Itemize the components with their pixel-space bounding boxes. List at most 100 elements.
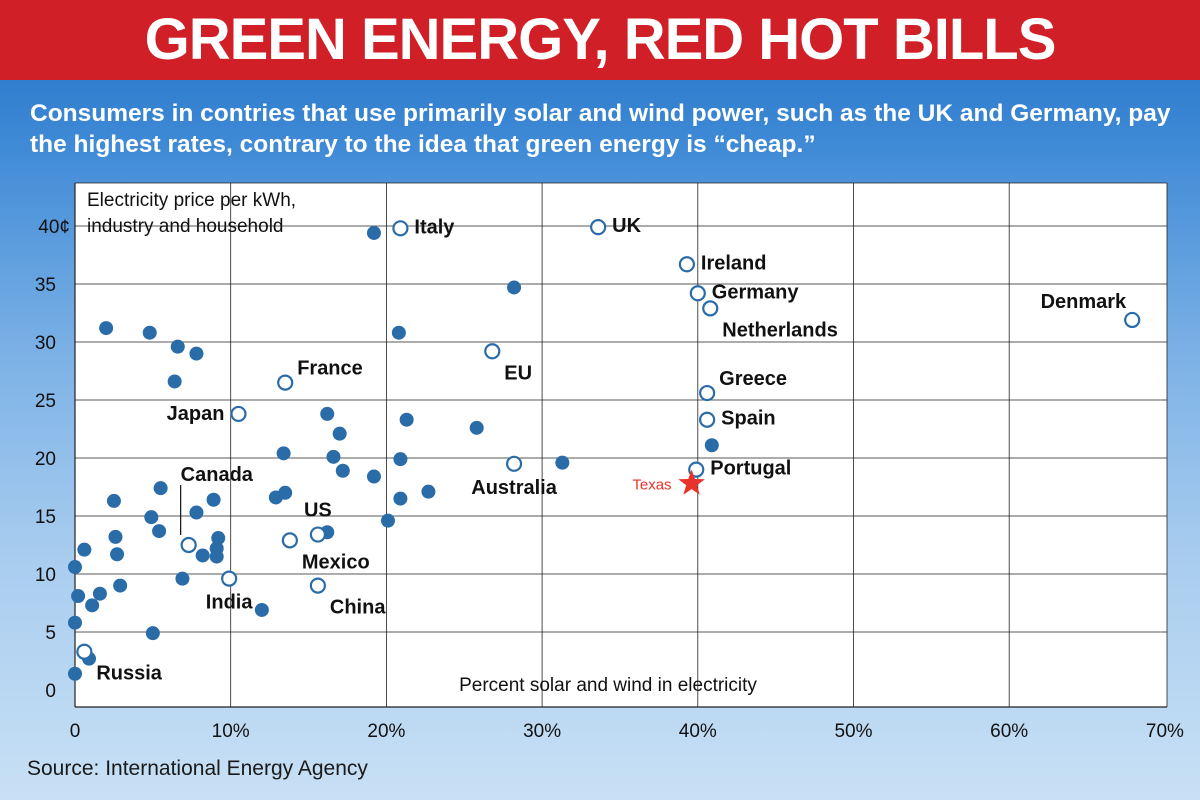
labeled-point-italy (392, 220, 409, 237)
labeled-point-greece (699, 384, 716, 402)
data-point (189, 346, 204, 361)
data-point (326, 449, 341, 464)
point-label-russia: Russia (96, 663, 162, 685)
point-label-france: France (297, 358, 363, 380)
data-point (254, 602, 269, 617)
page-title: GREEN ENERGY, RED HOT BILLS (144, 7, 1057, 72)
point-label-uk: UK (612, 215, 641, 237)
data-point (113, 578, 128, 593)
data-point (399, 412, 414, 427)
data-point (211, 531, 226, 546)
point-label-netherlands: Netherlands (722, 319, 838, 341)
data-point (391, 325, 406, 340)
y-tick-label: 20 (35, 449, 56, 470)
labeled-point-germany (689, 285, 706, 302)
data-point (71, 589, 86, 604)
data-point (106, 493, 121, 508)
labeled-point-france (277, 374, 294, 391)
data-point (189, 505, 204, 520)
point-label-greece: Greece (719, 368, 787, 390)
subtitle: Consumers in contries that use primarily… (30, 100, 1171, 158)
point-label-ireland: Ireland (701, 252, 767, 274)
data-point (68, 615, 82, 630)
point-label-portugal: Portugal (710, 458, 791, 480)
x-tick-label: 60% (990, 721, 1028, 742)
labeled-point-ireland (678, 256, 696, 273)
data-point (144, 510, 159, 525)
data-point (68, 666, 82, 681)
data-point (85, 598, 100, 613)
texas-star-marker (678, 469, 705, 495)
data-point (167, 374, 182, 389)
data-point (393, 452, 408, 467)
labeled-point-spain (699, 411, 716, 428)
point-label-australia: Australia (471, 477, 557, 499)
point-label-india: India (206, 592, 254, 614)
data-point (77, 542, 92, 557)
point-label-spain: Spain (721, 408, 775, 430)
data-point (704, 438, 719, 453)
data-point (268, 490, 283, 505)
y-tick-label: 15 (35, 507, 56, 528)
labeled-point-russia (76, 643, 93, 660)
y-tick-label: 35 (35, 275, 56, 296)
data-point (320, 406, 335, 421)
x-tick-label: 10% (212, 721, 250, 742)
source-note: Source: International Energy Agency (27, 757, 368, 780)
x-tick-label: 20% (367, 721, 405, 742)
point-label-eu: EU (504, 362, 532, 384)
data-point (152, 524, 167, 539)
point-label-japan: Japan (167, 403, 225, 425)
labeled-point-netherlands (702, 300, 719, 317)
y-tick-label: 25 (35, 391, 56, 412)
data-point (145, 626, 160, 641)
x-axis-label: Percent solar and wind in electricity (459, 675, 757, 696)
data-point (555, 455, 570, 470)
y-axis-label: industry and household (87, 216, 283, 237)
labeled-point-us (309, 526, 326, 543)
x-tick-label: 70% (1146, 721, 1184, 742)
y-tick-label: 30 (35, 333, 56, 354)
labeled-point-uk (590, 219, 607, 236)
plot-area: 0 10% 20% 30% 40% 50% 60% 70% 0 5 10 15 20 25 30 35 40¢ E… (35, 182, 1184, 742)
y-tick-label: 10 (35, 565, 56, 586)
data-point (507, 280, 522, 295)
data-point (99, 321, 114, 336)
data-point (195, 548, 210, 563)
labeled-point-japan (230, 405, 247, 423)
point-label-mexico: Mexico (302, 551, 370, 573)
labeled-point-eu (484, 343, 501, 360)
y-tick-label: 0 (45, 681, 56, 702)
x-tick-label: 0 (70, 721, 81, 742)
data-point (68, 560, 82, 575)
data-point (366, 469, 381, 484)
data-point (380, 513, 395, 528)
plot-background (75, 183, 1167, 707)
data-point (153, 481, 168, 496)
x-tick-label: 40% (679, 721, 717, 742)
point-label-canada: Canada (181, 464, 254, 486)
point-label-denmark: Denmark (1041, 291, 1127, 313)
data-point (335, 463, 350, 478)
data-point (276, 446, 291, 461)
data-point (170, 339, 185, 354)
data-point (110, 547, 125, 562)
labeled-point-canada (180, 536, 197, 554)
data-point (206, 492, 221, 507)
data-point (469, 420, 484, 435)
data-point (393, 491, 408, 506)
data-point (92, 586, 107, 601)
texas-label: Texas (632, 477, 671, 494)
labeled-point-india (221, 570, 238, 587)
data-point (332, 426, 347, 441)
data-point (175, 571, 190, 586)
point-label-china: China (330, 597, 386, 619)
point-label-us: US (304, 500, 332, 522)
labeled-point-mexico (281, 532, 298, 549)
labeled-point-australia (505, 455, 523, 472)
title-banner: GREEN ENERGY, RED HOT BILLS (0, 0, 1200, 80)
data-point (366, 225, 381, 240)
point-label-germany: Germany (712, 281, 800, 303)
data-point (142, 325, 157, 340)
